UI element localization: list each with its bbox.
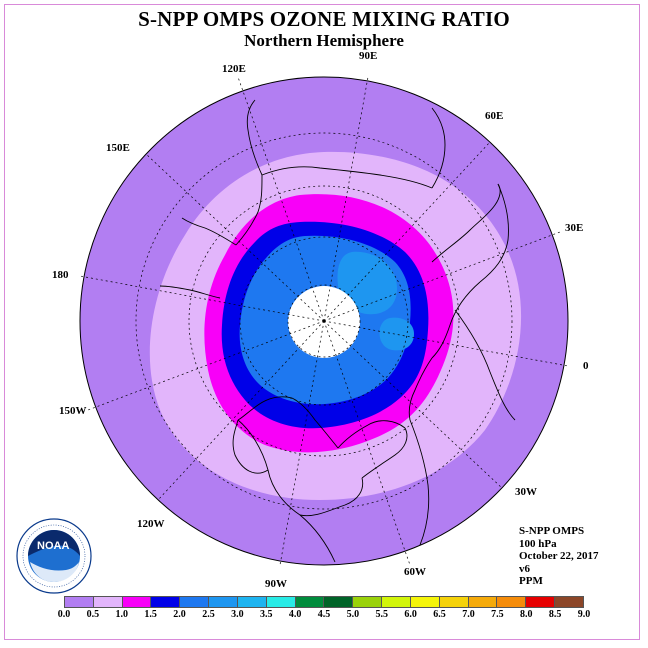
colorbar-swatch	[353, 597, 383, 607]
map-boundary	[79, 76, 569, 566]
colorbar-swatch	[468, 597, 498, 607]
colorbar-tick-label: 1.5	[144, 609, 157, 620]
colorbar-swatch	[237, 597, 267, 607]
noaa-logo-label: NOAA	[37, 540, 70, 552]
info-level: 100 hPa	[519, 537, 557, 550]
noaa-logo-icon	[16, 518, 92, 594]
colorbar-swatch	[324, 597, 354, 607]
colorbar-swatch	[151, 597, 181, 607]
info-units: PPM	[519, 575, 543, 587]
lon-label-180: 180	[52, 269, 69, 281]
info-instrument: S-NPP OMPS	[519, 525, 585, 537]
colorbar-tick-label: 7.0	[462, 609, 475, 620]
colorbar-tick-label: 6.5	[433, 609, 446, 620]
colorbar-swatch	[65, 597, 94, 607]
lon-label-30w: 30W	[515, 486, 537, 498]
lon-label-60e: 60E	[485, 110, 504, 122]
colorbar-tick-label: 2.0	[173, 609, 186, 620]
colorbar-tick-label: 4.0	[288, 609, 302, 620]
colorbar-swatch	[209, 597, 238, 607]
colorbar-swatch	[295, 597, 325, 607]
colorbar-tick-label: 7.5	[491, 609, 504, 620]
lon-label-0: 0	[583, 360, 589, 372]
colorbar-swatch	[382, 597, 411, 607]
lon-label-150w: 150W	[59, 405, 87, 417]
lon-label-120e: 120E	[222, 63, 246, 75]
colorbar-swatch	[122, 597, 152, 607]
colorbar-tick-label: 2.5	[202, 609, 215, 620]
colorbar-tick-label: 1.0	[115, 609, 129, 620]
graticule	[79, 76, 569, 566]
lon-label-120w: 120W	[137, 518, 165, 530]
colorbar-tick-label: 0.0	[57, 609, 71, 620]
lon-label-30e: 30E	[565, 222, 584, 234]
lon-label-90e: 90E	[359, 50, 378, 62]
info-date: October 22, 2017	[519, 550, 599, 562]
colorbar-tick-label: 3.0	[231, 609, 244, 620]
coastlines	[159, 99, 516, 563]
colorbar-swatch	[93, 597, 123, 607]
colorbar-swatch	[526, 597, 556, 607]
band-2.5-3.0-patch	[379, 317, 414, 351]
lon-label-150e: 150E	[106, 142, 130, 154]
map-title: S-NPP OMPS OZONE MIXING RATIO	[138, 7, 510, 31]
colorbar-swatch	[555, 597, 583, 607]
colorbar-swatch	[266, 597, 296, 607]
info-version: v6	[519, 562, 530, 575]
map-subtitle: Northern Hemisphere	[244, 31, 404, 50]
lon-label-60w: 60W	[404, 566, 426, 578]
colorbar-swatch	[439, 597, 469, 607]
colorbar-swatch	[410, 597, 440, 607]
colorbar-tick-label: 0.5	[86, 609, 100, 620]
colorbar-swatch	[497, 597, 527, 607]
colorbar-ticks: 0.0 0.5 1.0 1.5 2.0 2.5 3.0 3.5 4.0 4.5 5.0 5.5 6.0 6…	[58, 609, 591, 623]
colorbar-tick-label: 4.5	[317, 609, 331, 620]
colorbar	[64, 596, 584, 608]
colorbar-tick-label: 9.0	[577, 609, 591, 620]
colorbar-tick-label: 5.5	[375, 609, 389, 620]
colorbar-tick-label: 8.0	[519, 609, 533, 620]
colorbar-swatch	[180, 597, 210, 607]
colorbar-tick-label: 6.0	[404, 609, 417, 620]
colorbar-tick-label: 8.5	[548, 609, 562, 620]
colorbar-tick-label: 5.0	[346, 609, 360, 620]
page-frame	[4, 4, 640, 640]
info-block: S-NPP OMPS 100 hPa October 22, 2017 v6 P…	[519, 525, 599, 588]
lon-label-90w: 90W	[265, 578, 287, 590]
colorbar-tick-label: 3.5	[259, 609, 273, 620]
